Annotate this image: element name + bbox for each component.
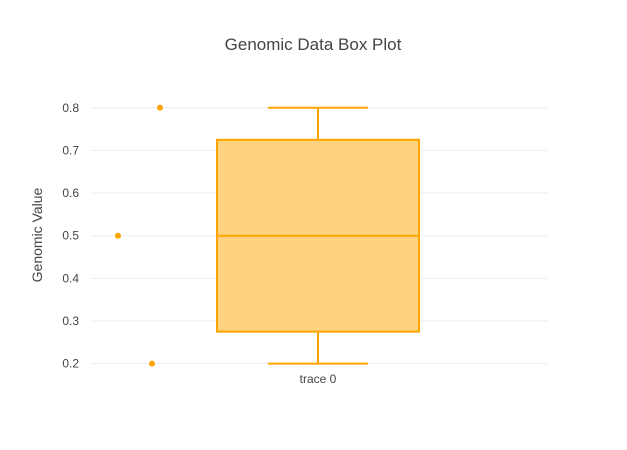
x-axis-ticks: trace 0: [300, 372, 337, 386]
data-point: [115, 232, 121, 239]
data-point: [157, 104, 163, 111]
y-axis-label: Genomic Value: [29, 187, 45, 282]
x-tick-label: trace 0: [300, 372, 337, 386]
data-point: [149, 360, 155, 367]
y-tick-label: 0.6: [62, 186, 79, 200]
y-tick-label: 0.2: [62, 357, 79, 371]
y-tick-label: 0.7: [62, 143, 79, 157]
y-tick-label: 0.5: [62, 229, 79, 243]
chart-title: Genomic Data Box Plot: [225, 35, 402, 54]
box-trace: [115, 104, 420, 367]
y-axis-ticks: 0.2 0.3 0.4 0.5 0.6 0.7 0.8: [62, 101, 79, 371]
y-tick-label: 0.4: [62, 271, 79, 285]
y-tick-label: 0.3: [62, 314, 79, 328]
y-tick-label: 0.8: [62, 101, 79, 115]
